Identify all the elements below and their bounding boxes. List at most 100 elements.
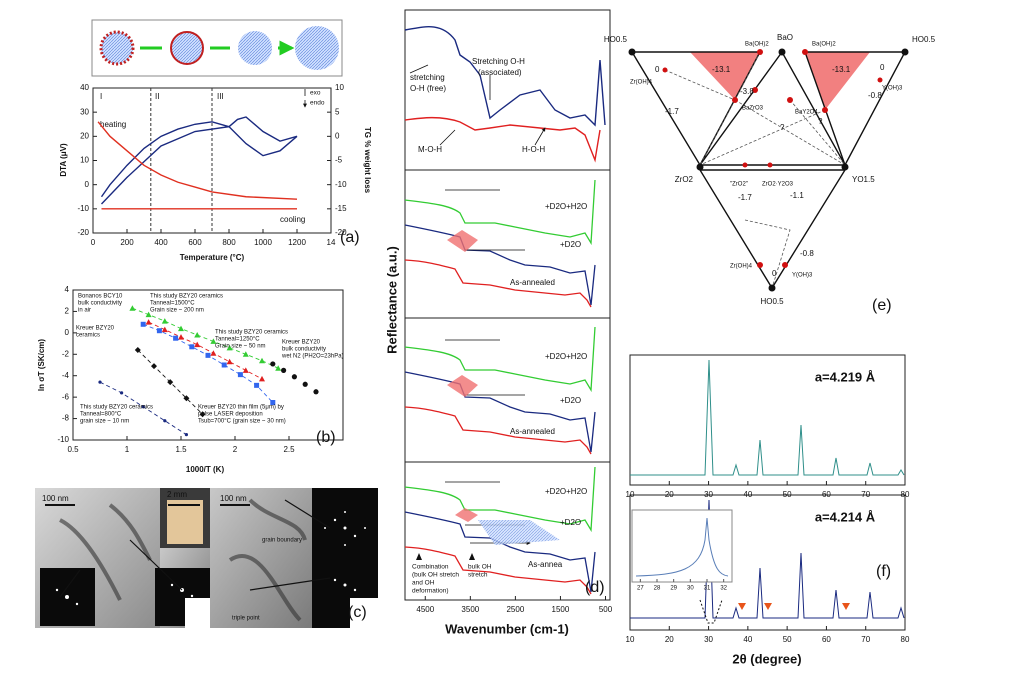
marker <box>259 375 265 382</box>
circle-shape <box>901 48 909 56</box>
annotation: in air <box>78 308 91 314</box>
marker <box>156 328 162 334</box>
circle-shape <box>628 48 636 56</box>
x-tick-label: 50 <box>783 635 792 644</box>
lattice-label: a=4.214 Å <box>815 509 876 524</box>
y-tick-label: 40 <box>80 83 89 92</box>
marker <box>242 367 249 373</box>
circle-shape <box>190 594 194 598</box>
highlight <box>447 230 478 522</box>
y-tick-label: 0 <box>85 180 90 189</box>
spectrum <box>404 179 596 244</box>
circle-shape <box>343 526 347 530</box>
trace-label: As-annea <box>528 560 563 569</box>
marker <box>226 344 233 351</box>
marker <box>226 358 233 365</box>
panel-f: a=4.219 Å a=4.214 Å 2θ (degree) (f) <box>629 354 906 666</box>
annotation: Tanneal=800°C <box>80 412 122 418</box>
annotation: Kreuer BZY20 <box>282 340 321 346</box>
compound-label: Y(OH)3 <box>792 273 813 279</box>
circle-shape <box>732 97 738 103</box>
phase-label: I <box>100 92 102 101</box>
marker <box>313 389 319 395</box>
circle-shape <box>757 262 763 268</box>
panel-b: 1000/T (K) ln σT (SK/cm) (b) <box>37 289 344 474</box>
marker <box>194 341 201 348</box>
x-tick-label: 200 <box>120 238 134 247</box>
circle-shape <box>802 49 808 55</box>
spectrum <box>404 116 601 163</box>
marker <box>199 411 206 418</box>
annotation: This study BZY20 ceramics <box>150 294 223 300</box>
vertex-label: ZrO2 <box>675 175 694 184</box>
circle-shape <box>757 49 763 55</box>
annotation: M-O-H <box>418 145 442 154</box>
x-tick-label: 1500 <box>552 605 570 614</box>
spectrum <box>404 26 606 127</box>
x-tick-label: 0.5 <box>67 445 79 454</box>
y-axis-title: Reflectance (a.u.) <box>384 246 399 354</box>
inset-pattern <box>635 517 729 577</box>
compound-label: Ba(OH)2 <box>812 42 836 48</box>
annotation: Combination <box>412 564 449 571</box>
compound-label: Y(OH)3 <box>882 86 903 92</box>
marker <box>161 318 168 324</box>
x-tick-label: 1200 <box>288 238 306 247</box>
pattern <box>630 359 905 476</box>
circle-shape <box>696 163 704 171</box>
marker <box>184 433 188 437</box>
points <box>662 49 883 268</box>
circle-shape <box>170 583 174 587</box>
vertices <box>628 48 909 292</box>
marker <box>140 321 146 327</box>
circle-shape <box>65 595 69 599</box>
circle-shape <box>787 97 793 103</box>
blank <box>185 598 210 628</box>
plot-frame <box>629 494 906 631</box>
data-line <box>100 125 298 205</box>
x-axis-title: Temperature (°C) <box>180 253 245 262</box>
x-tick-label: 40 <box>743 635 752 644</box>
y-tick-label: -6 <box>62 392 70 401</box>
annotation: This study BZY20 ceramics <box>80 405 153 411</box>
marker <box>194 332 201 338</box>
marker <box>242 351 249 357</box>
marker <box>183 395 190 402</box>
zoom-guide <box>699 599 723 624</box>
value-label: -3.8 <box>740 87 754 96</box>
x-tick-label: 20 <box>665 635 674 644</box>
marker <box>178 325 184 332</box>
panel-label: (c) <box>348 604 367 621</box>
marker <box>237 372 243 378</box>
y2-tick-label: -5 <box>335 156 343 165</box>
circle-shape <box>742 162 748 168</box>
panel-a: I II III heating cooling exo endo Temper… <box>59 19 372 262</box>
x-tick-label: 70 <box>861 635 870 644</box>
trace-label: +D2O <box>560 396 581 405</box>
value-label: 0 <box>880 63 885 72</box>
value-label: -1.7 <box>665 107 679 116</box>
x-tick-label: 10 <box>626 490 635 499</box>
value-label: ? <box>818 117 823 126</box>
pointer <box>59 499 331 598</box>
annotation: triple point <box>232 616 260 622</box>
trace-label: +D2O+H2O <box>545 487 587 496</box>
annotation: stretch <box>468 572 488 579</box>
circle-shape <box>333 518 337 522</box>
marker <box>98 380 102 384</box>
circle-shape <box>767 162 773 168</box>
lattice-label: a=4.219 Å <box>815 369 876 384</box>
x-axis-title: 2θ (degree) <box>732 651 801 666</box>
circle-shape <box>364 527 366 529</box>
panel-label: (a) <box>340 229 360 246</box>
circle-shape <box>353 588 357 592</box>
marker <box>141 405 145 409</box>
circle-shape <box>343 583 347 587</box>
compound-label: BaZrO3 <box>742 106 764 112</box>
marker <box>291 374 297 380</box>
vertex-label: BaO <box>777 33 793 42</box>
x-tick-label: 2 <box>233 445 238 454</box>
spectrum <box>404 406 592 455</box>
plot-frame <box>404 9 611 601</box>
circle-shape <box>841 163 849 171</box>
